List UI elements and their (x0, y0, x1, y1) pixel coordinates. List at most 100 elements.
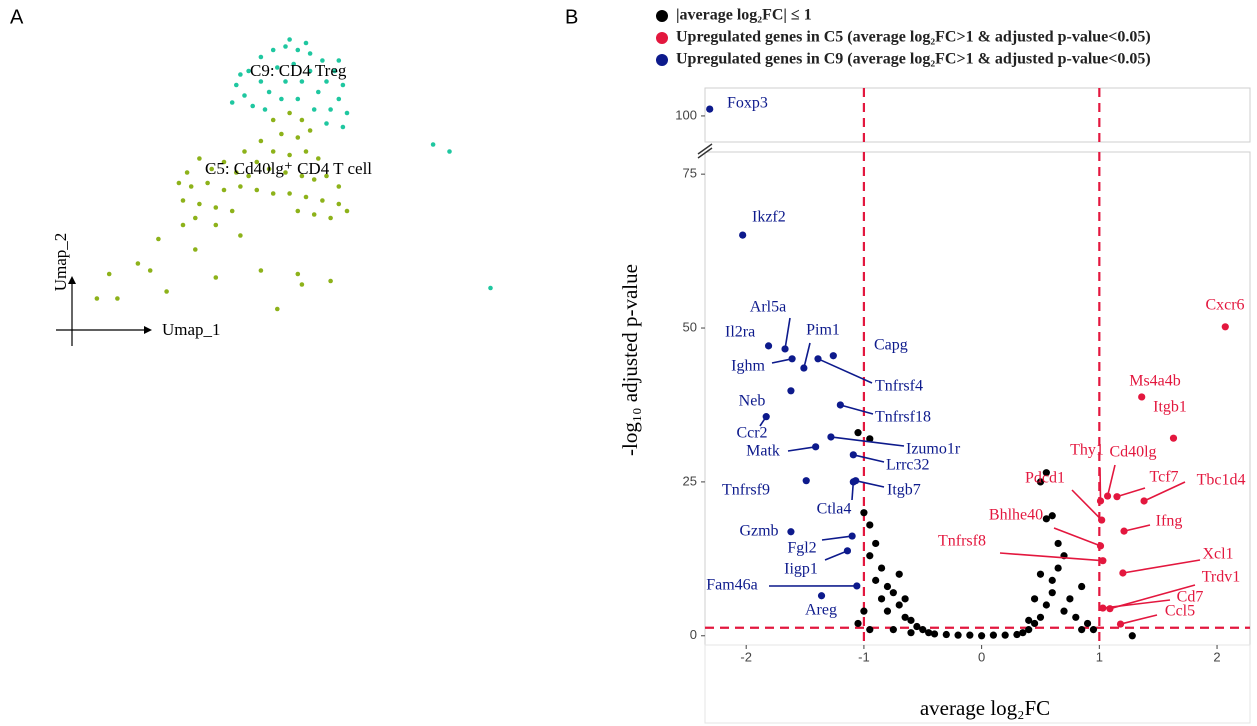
gene-point (827, 433, 835, 441)
gene-point (866, 552, 874, 560)
cell-point (316, 89, 321, 95)
cell-point (258, 54, 264, 60)
gene-point (853, 582, 861, 590)
cell-point (188, 184, 194, 189)
cell-point (328, 215, 333, 221)
legend-marker (656, 32, 668, 44)
x-tick-label: -2 (740, 649, 752, 664)
gene-label: Ikzf2 (752, 209, 786, 226)
cell-point (344, 208, 350, 214)
gene-point (895, 570, 903, 578)
cell-point (307, 68, 313, 74)
cell-point (307, 128, 313, 133)
x-axis-label: average log₂FC (920, 696, 1050, 720)
x-tick-label: 2 (1213, 649, 1220, 664)
cell-point (303, 149, 309, 154)
gene-point (1113, 493, 1121, 501)
cell-point (336, 184, 342, 189)
gene-point (978, 632, 986, 640)
leader-line (1109, 584, 1196, 610)
cell-point (147, 268, 153, 273)
gene-point (913, 622, 921, 631)
leader-line (830, 436, 905, 447)
cell-point (270, 117, 276, 123)
cell-point (279, 131, 284, 137)
gene-point (1025, 626, 1033, 634)
gene-point (872, 539, 880, 548)
axis-break (697, 143, 713, 155)
cell-point (316, 156, 321, 161)
gene-label: Cd40lg (1109, 444, 1156, 461)
cell-point (164, 289, 169, 294)
gene-label: Neb (739, 393, 766, 410)
gene-point (764, 342, 773, 350)
gene-point (989, 631, 997, 639)
y-axis-label: Umap_2 (51, 233, 70, 292)
cell-point (336, 201, 342, 207)
legend-label: Upregulated genes in C5 (average log₂FC>… (676, 29, 1151, 46)
cell-point (254, 159, 260, 165)
gene-point (1116, 620, 1125, 628)
legend-marker (656, 54, 668, 66)
gene-point (1042, 601, 1050, 609)
cell-point (213, 222, 219, 228)
lower-panel (704, 151, 1251, 646)
axis-break (697, 147, 713, 159)
leader-line (824, 550, 848, 561)
cell-point (213, 275, 219, 280)
panel-label: B (565, 6, 578, 28)
gene-point (1120, 527, 1128, 535)
cell-point (283, 44, 288, 49)
gene-label: Pdcd1 (1025, 470, 1065, 487)
arrow-head (144, 326, 152, 334)
gene-label: Tnfrsf8 (938, 533, 986, 550)
gene-point (843, 547, 852, 555)
cell-point (229, 100, 235, 105)
cell-point (279, 96, 284, 102)
leader-line (853, 454, 885, 463)
leader-line (803, 342, 811, 369)
cell-point (303, 40, 309, 46)
gene-point (930, 630, 939, 638)
gene-label: Xcl1 (1202, 546, 1233, 563)
y-tick-label: 25 (683, 473, 697, 488)
cell-point (115, 296, 120, 301)
gene-point (1128, 632, 1136, 640)
gene-point (1036, 478, 1045, 486)
gene-point (1030, 619, 1039, 628)
cell-point (299, 282, 305, 287)
gene-point (1060, 607, 1068, 615)
gene-label: Gzmb (739, 523, 778, 540)
cell-point (234, 170, 239, 175)
cell-point (336, 96, 342, 102)
cell-point (242, 93, 247, 98)
cell-point (287, 110, 292, 116)
leader-line (817, 358, 873, 384)
leader-line (1122, 559, 1201, 574)
gene-point (872, 576, 880, 584)
gene-point (1054, 539, 1062, 548)
gene-point (883, 582, 892, 591)
leader-line (1116, 487, 1146, 498)
cell-point (242, 149, 247, 154)
gene-label: Iigp1 (784, 561, 818, 578)
cell-point (221, 159, 227, 165)
gene-point (762, 413, 770, 421)
gene-label: Itgb1 (1153, 399, 1187, 416)
leader-line (1143, 481, 1186, 502)
gene-label: Tnfrsf4 (875, 378, 923, 395)
gene-point (1083, 619, 1092, 628)
gene-point (1048, 589, 1056, 597)
cell-point (180, 222, 186, 228)
gene-label: Tnfrsf18 (875, 409, 931, 426)
gene-label: Itgb7 (887, 482, 921, 499)
gene-point (901, 595, 909, 603)
cell-point (311, 107, 317, 112)
gene-point (1096, 497, 1105, 505)
cell-point (324, 121, 329, 126)
cell-point (340, 82, 346, 88)
cell-point (229, 208, 235, 214)
leader-line (840, 404, 874, 415)
cell-point (295, 47, 301, 53)
